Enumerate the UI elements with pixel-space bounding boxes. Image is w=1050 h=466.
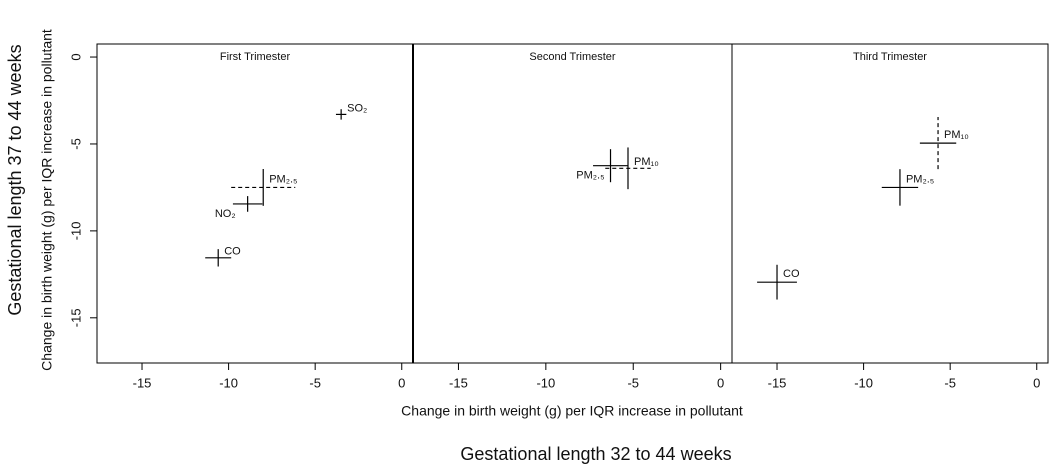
panel-frame [412, 43, 733, 364]
point-label: CO [783, 268, 800, 280]
point-label: PM₁₀ [944, 129, 969, 141]
x-tick-label: -10 [536, 375, 555, 390]
y-tick-label: -5 [68, 138, 83, 150]
x-tick-label: -10 [854, 375, 873, 390]
point-label: CO [224, 246, 241, 258]
point-label: PM₂.₅ [576, 170, 604, 182]
x-tick-label: -15 [449, 375, 468, 390]
panel-frame [731, 43, 1049, 364]
y-tick-label: -10 [68, 221, 83, 240]
point-label: PM₂.₅ [269, 173, 297, 185]
y-axis-label: Change in birth weight (g) per IQR incre… [39, 29, 55, 371]
x-tick-label: -15 [133, 375, 152, 390]
row-label: Gestational length 37 to 44 weeks [5, 44, 25, 315]
x-tick-label: -10 [219, 375, 238, 390]
x-tick-label: -5 [627, 375, 639, 390]
x-tick-label: 0 [398, 375, 405, 390]
panel-title: Third Trimester [853, 51, 927, 63]
x-tick-label: -5 [309, 375, 321, 390]
x-tick-label: 0 [717, 375, 724, 390]
panel-title: First Trimester [220, 51, 291, 63]
point-label: NO₂ [215, 208, 236, 220]
point-label: PM₂.₅ [906, 173, 934, 185]
column-label: Gestational length 32 to 44 weeks [460, 444, 731, 464]
x-tick-label: -15 [768, 375, 787, 390]
y-tick-label: -15 [68, 308, 83, 327]
point-label: SO₂ [347, 102, 367, 114]
x-tick-label: -5 [944, 375, 956, 390]
point-label: PM₁₀ [634, 156, 659, 168]
panel-title: Second Trimester [529, 51, 616, 63]
x-tick-label: 0 [1033, 375, 1040, 390]
x-axis-label: Change in birth weight (g) per IQR incre… [401, 403, 743, 419]
y-tick-label: 0 [68, 53, 83, 60]
